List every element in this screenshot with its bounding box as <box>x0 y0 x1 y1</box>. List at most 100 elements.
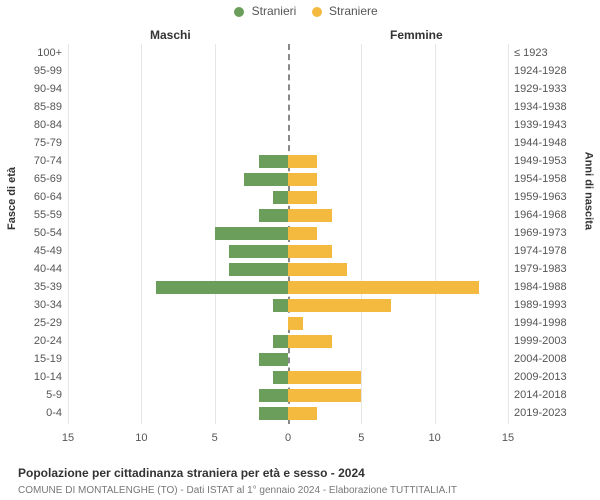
age-row: 10-142009-2013 <box>68 368 508 386</box>
age-label: 0-4 <box>46 404 68 422</box>
age-label: 65-69 <box>34 170 68 188</box>
age-row: 25-291994-1998 <box>68 314 508 332</box>
age-label: 15-19 <box>34 350 68 368</box>
age-row: 100+≤ 1923 <box>68 44 508 62</box>
plot-area: 15105051015100+≤ 192395-991924-192890-94… <box>68 44 508 444</box>
bar-female <box>288 191 317 204</box>
bar-male <box>259 155 288 168</box>
y-axis-title-right: Anni di nascita <box>582 152 594 230</box>
birth-year-label: 1994-1998 <box>508 314 567 332</box>
bar-female <box>288 317 303 330</box>
bar-male <box>273 335 288 348</box>
bar-female <box>288 335 332 348</box>
birth-year-label: 1974-1978 <box>508 242 567 260</box>
y-axis-title-left: Fasce di età <box>6 167 18 230</box>
birth-year-label: 1929-1933 <box>508 80 567 98</box>
age-row: 85-891934-1938 <box>68 98 508 116</box>
bar-male <box>273 191 288 204</box>
bar-male <box>229 263 288 276</box>
age-label: 40-44 <box>34 260 68 278</box>
bar-male <box>259 209 288 222</box>
age-row: 75-791944-1948 <box>68 134 508 152</box>
age-row: 95-991924-1928 <box>68 62 508 80</box>
legend-swatch-male <box>234 7 244 17</box>
birth-year-label: 1939-1943 <box>508 116 567 134</box>
bar-male <box>244 173 288 186</box>
age-label: 45-49 <box>34 242 68 260</box>
x-tick-label: 5 <box>212 432 218 444</box>
age-label: 50-54 <box>34 224 68 242</box>
age-label: 35-39 <box>34 278 68 296</box>
birth-year-label: 2014-2018 <box>508 386 567 404</box>
legend-label-male: Stranieri <box>252 4 297 18</box>
birth-year-label: 1979-1983 <box>508 260 567 278</box>
legend-label-female: Straniere <box>329 4 378 18</box>
age-row: 70-741949-1953 <box>68 152 508 170</box>
age-label: 90-94 <box>34 80 68 98</box>
chart-title: Popolazione per cittadinanza straniera p… <box>18 466 365 480</box>
age-label: 60-64 <box>34 188 68 206</box>
legend: Stranieri Straniere <box>0 4 600 18</box>
bar-female <box>288 299 391 312</box>
population-pyramid-chart: Stranieri Straniere Maschi Femmine Fasce… <box>0 0 600 500</box>
age-label: 100+ <box>37 44 68 62</box>
age-row: 5-92014-2018 <box>68 386 508 404</box>
age-label: 55-59 <box>34 206 68 224</box>
birth-year-label: 1964-1968 <box>508 206 567 224</box>
bar-female <box>288 263 347 276</box>
chart-subtitle: COMUNE DI MONTALENGHE (TO) - Dati ISTAT … <box>18 485 457 496</box>
bar-female <box>288 371 361 384</box>
bar-female <box>288 245 332 258</box>
bar-male <box>273 299 288 312</box>
x-tick-label: 15 <box>502 432 514 444</box>
age-row: 90-941929-1933 <box>68 80 508 98</box>
birth-year-label: 1944-1948 <box>508 134 567 152</box>
bar-female <box>288 281 479 294</box>
column-header-male: Maschi <box>150 28 191 42</box>
birth-year-label: 1934-1938 <box>508 98 567 116</box>
age-label: 10-14 <box>34 368 68 386</box>
birth-year-label: 1989-1993 <box>508 296 567 314</box>
age-label: 70-74 <box>34 152 68 170</box>
bar-female <box>288 155 317 168</box>
age-label: 75-79 <box>34 134 68 152</box>
bar-female <box>288 389 361 402</box>
age-label: 5-9 <box>46 386 68 404</box>
age-row: 40-441979-1983 <box>68 260 508 278</box>
age-row: 35-391984-1988 <box>68 278 508 296</box>
x-tick-label: 5 <box>358 432 364 444</box>
x-tick-label: 10 <box>429 432 441 444</box>
birth-year-label: 1984-1988 <box>508 278 567 296</box>
birth-year-label: 2019-2023 <box>508 404 567 422</box>
age-row: 65-691954-1958 <box>68 170 508 188</box>
bar-male <box>273 371 288 384</box>
age-row: 50-541969-1973 <box>68 224 508 242</box>
age-row: 55-591964-1968 <box>68 206 508 224</box>
x-tick-label: 15 <box>62 432 74 444</box>
age-row: 30-341989-1993 <box>68 296 508 314</box>
x-tick-label: 10 <box>135 432 147 444</box>
bar-female <box>288 227 317 240</box>
bar-male <box>259 407 288 420</box>
birth-year-label: ≤ 1923 <box>508 44 548 62</box>
birth-year-label: 1969-1973 <box>508 224 567 242</box>
birth-year-label: 1999-2003 <box>508 332 567 350</box>
age-row: 15-192004-2008 <box>68 350 508 368</box>
x-tick-label: 0 <box>285 432 291 444</box>
birth-year-label: 1959-1963 <box>508 188 567 206</box>
birth-year-label: 1949-1953 <box>508 152 567 170</box>
age-label: 20-24 <box>34 332 68 350</box>
bar-female <box>288 173 317 186</box>
bar-male <box>215 227 288 240</box>
age-label: 25-29 <box>34 314 68 332</box>
bar-female <box>288 407 317 420</box>
age-row: 20-241999-2003 <box>68 332 508 350</box>
bar-male <box>229 245 288 258</box>
age-row: 60-641959-1963 <box>68 188 508 206</box>
bar-female <box>288 209 332 222</box>
bar-male <box>156 281 288 294</box>
age-label: 80-84 <box>34 116 68 134</box>
age-label: 30-34 <box>34 296 68 314</box>
legend-swatch-female <box>312 7 322 17</box>
birth-year-label: 2004-2008 <box>508 350 567 368</box>
